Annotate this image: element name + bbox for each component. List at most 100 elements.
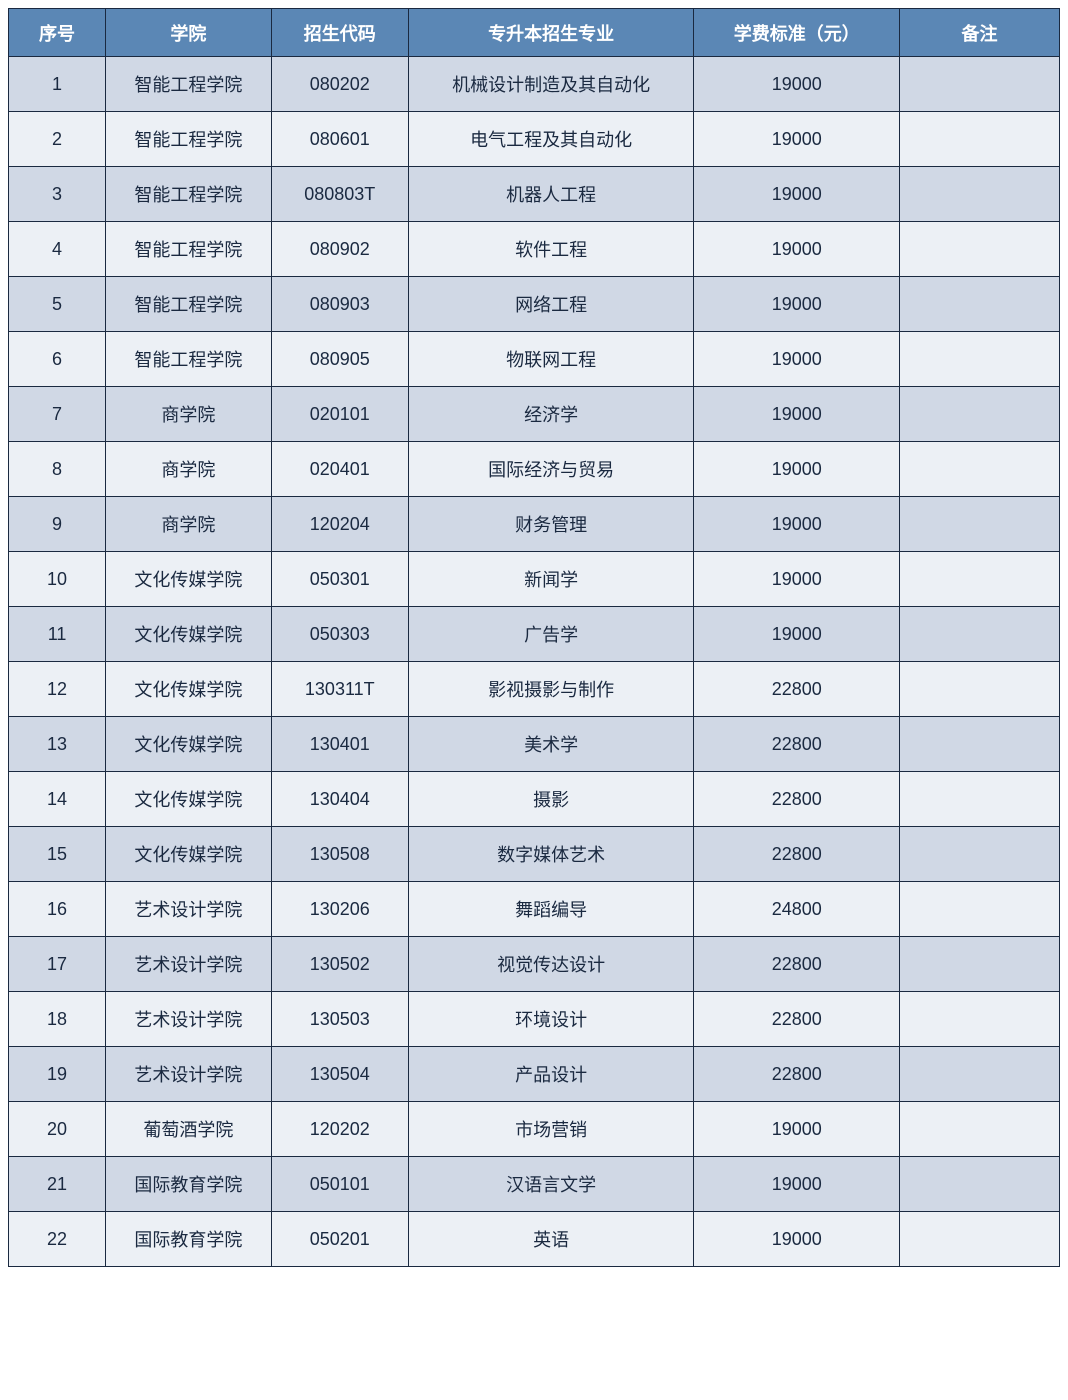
- cell-code: 130503: [271, 992, 408, 1047]
- cell-major: 软件工程: [408, 222, 694, 277]
- table-row: 17艺术设计学院130502视觉传达设计22800: [9, 937, 1060, 992]
- cell-note: [900, 442, 1060, 497]
- col-header-college: 学院: [106, 9, 272, 57]
- cell-seq: 9: [9, 497, 106, 552]
- cell-note: [900, 1157, 1060, 1212]
- cell-note: [900, 332, 1060, 387]
- cell-major: 物联网工程: [408, 332, 694, 387]
- cell-code: 130401: [271, 717, 408, 772]
- cell-major: 新闻学: [408, 552, 694, 607]
- cell-fee: 22800: [694, 772, 900, 827]
- cell-college: 智能工程学院: [106, 277, 272, 332]
- cell-major: 国际经济与贸易: [408, 442, 694, 497]
- table-row: 11文化传媒学院050303广告学19000: [9, 607, 1060, 662]
- cell-major: 舞蹈编导: [408, 882, 694, 937]
- cell-college: 文化传媒学院: [106, 772, 272, 827]
- cell-seq: 10: [9, 552, 106, 607]
- cell-code: 050101: [271, 1157, 408, 1212]
- cell-major: 环境设计: [408, 992, 694, 1047]
- table-row: 14文化传媒学院130404摄影22800: [9, 772, 1060, 827]
- cell-note: [900, 497, 1060, 552]
- cell-college: 文化传媒学院: [106, 552, 272, 607]
- cell-code: 080601: [271, 112, 408, 167]
- table-row: 8商学院020401国际经济与贸易19000: [9, 442, 1060, 497]
- cell-college: 文化传媒学院: [106, 607, 272, 662]
- cell-code: 080803T: [271, 167, 408, 222]
- cell-code: 080903: [271, 277, 408, 332]
- cell-major: 机器人工程: [408, 167, 694, 222]
- cell-fee: 19000: [694, 222, 900, 277]
- table-row: 4智能工程学院080902软件工程19000: [9, 222, 1060, 277]
- cell-note: [900, 1212, 1060, 1267]
- cell-note: [900, 992, 1060, 1047]
- cell-fee: 19000: [694, 332, 900, 387]
- col-header-major: 专升本招生专业: [408, 9, 694, 57]
- cell-note: [900, 827, 1060, 882]
- table-row: 12文化传媒学院130311T影视摄影与制作22800: [9, 662, 1060, 717]
- cell-note: [900, 717, 1060, 772]
- cell-fee: 19000: [694, 1102, 900, 1157]
- cell-seq: 6: [9, 332, 106, 387]
- cell-college: 智能工程学院: [106, 167, 272, 222]
- cell-seq: 1: [9, 57, 106, 112]
- cell-seq: 22: [9, 1212, 106, 1267]
- table-row: 18艺术设计学院130503环境设计22800: [9, 992, 1060, 1047]
- cell-fee: 19000: [694, 552, 900, 607]
- cell-seq: 4: [9, 222, 106, 277]
- cell-seq: 12: [9, 662, 106, 717]
- cell-seq: 7: [9, 387, 106, 442]
- cell-fee: 19000: [694, 112, 900, 167]
- cell-major: 英语: [408, 1212, 694, 1267]
- cell-major: 产品设计: [408, 1047, 694, 1102]
- cell-code: 080902: [271, 222, 408, 277]
- cell-seq: 19: [9, 1047, 106, 1102]
- cell-seq: 15: [9, 827, 106, 882]
- cell-fee: 19000: [694, 497, 900, 552]
- cell-seq: 20: [9, 1102, 106, 1157]
- cell-code: 020401: [271, 442, 408, 497]
- table-row: 13文化传媒学院130401美术学22800: [9, 717, 1060, 772]
- cell-major: 摄影: [408, 772, 694, 827]
- admissions-table: 序号 学院 招生代码 专升本招生专业 学费标准（元） 备注 1智能工程学院080…: [8, 8, 1060, 1267]
- cell-note: [900, 552, 1060, 607]
- cell-major: 电气工程及其自动化: [408, 112, 694, 167]
- cell-note: [900, 277, 1060, 332]
- cell-seq: 3: [9, 167, 106, 222]
- cell-note: [900, 1102, 1060, 1157]
- table-row: 16艺术设计学院130206舞蹈编导24800: [9, 882, 1060, 937]
- cell-code: 080905: [271, 332, 408, 387]
- table-row: 3智能工程学院080803T机器人工程19000: [9, 167, 1060, 222]
- cell-major: 财务管理: [408, 497, 694, 552]
- cell-college: 文化传媒学院: [106, 717, 272, 772]
- cell-major: 影视摄影与制作: [408, 662, 694, 717]
- cell-fee: 19000: [694, 1157, 900, 1212]
- cell-note: [900, 1047, 1060, 1102]
- cell-major: 市场营销: [408, 1102, 694, 1157]
- cell-code: 130508: [271, 827, 408, 882]
- cell-code: 130206: [271, 882, 408, 937]
- cell-college: 智能工程学院: [106, 57, 272, 112]
- table-row: 21国际教育学院050101汉语言文学19000: [9, 1157, 1060, 1212]
- cell-major: 数字媒体艺术: [408, 827, 694, 882]
- cell-code: 130404: [271, 772, 408, 827]
- table-row: 6智能工程学院080905物联网工程19000: [9, 332, 1060, 387]
- cell-college: 艺术设计学院: [106, 882, 272, 937]
- cell-code: 050301: [271, 552, 408, 607]
- cell-code: 120202: [271, 1102, 408, 1157]
- cell-seq: 16: [9, 882, 106, 937]
- cell-major: 机械设计制造及其自动化: [408, 57, 694, 112]
- cell-college: 文化传媒学院: [106, 827, 272, 882]
- cell-fee: 22800: [694, 937, 900, 992]
- col-header-seq: 序号: [9, 9, 106, 57]
- cell-major: 广告学: [408, 607, 694, 662]
- table-row: 19艺术设计学院130504产品设计22800: [9, 1047, 1060, 1102]
- cell-note: [900, 387, 1060, 442]
- cell-fee: 22800: [694, 827, 900, 882]
- table-row: 2智能工程学院080601电气工程及其自动化19000: [9, 112, 1060, 167]
- cell-college: 商学院: [106, 387, 272, 442]
- cell-note: [900, 607, 1060, 662]
- cell-fee: 24800: [694, 882, 900, 937]
- cell-fee: 22800: [694, 992, 900, 1047]
- cell-code: 050201: [271, 1212, 408, 1267]
- cell-college: 商学院: [106, 442, 272, 497]
